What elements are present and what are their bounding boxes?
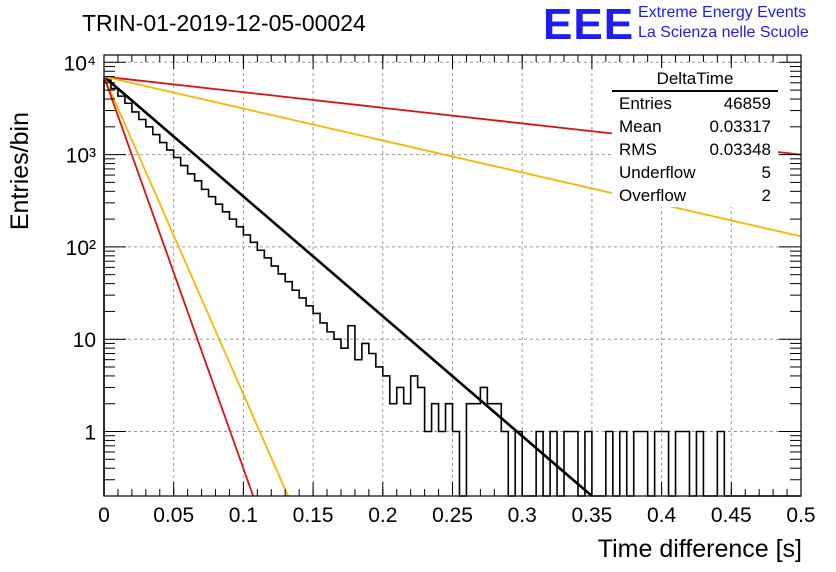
x-tick-label: 0.35: [571, 504, 612, 527]
y-tick-label: 10: [73, 329, 96, 352]
plot-frame: [103, 54, 802, 497]
stats-label: Underflow: [619, 163, 696, 182]
stats-value: 0.03317: [709, 117, 771, 136]
x-tick-label: 0.25: [432, 504, 473, 527]
logo-line-1: Extreme Energy Events: [638, 4, 807, 21]
y-tick-label: 10²: [66, 237, 96, 260]
stats-value: 0.03348: [709, 140, 771, 159]
stats-label: Overflow: [619, 186, 687, 205]
stats-row-overflow: Overflow 2: [612, 184, 778, 207]
stats-value: 5: [761, 163, 771, 182]
stats-row-rms: RMS 0.03348: [612, 138, 778, 161]
logo-line-2: La Scienza nelle Scuole: [638, 24, 809, 41]
x-tick-label: 0.5: [786, 504, 815, 527]
x-tick-label: 0.05: [153, 504, 194, 527]
stats-row-mean: Mean 0.03317: [612, 115, 778, 138]
y-tick-label: 1: [84, 421, 96, 444]
stats-value: 46859: [723, 94, 771, 113]
stats-title: DeltaTime: [612, 68, 778, 92]
y-tick-label: 10³: [66, 145, 96, 168]
fit-curve: [103, 75, 802, 238]
axes-layer: [103, 54, 802, 497]
tick-labels: 0 0.05 0.1 0.15 0.2 0.25 0.3 0.35 0.4 0.45 0.5 1 10 1…: [64, 52, 816, 527]
plot-title: TRIN-01-2019-12-05-00024: [82, 10, 366, 36]
eee-logo: EEE Extreme Energy Events La Scienza nel…: [543, 0, 833, 49]
x-tick-label: 0.45: [711, 504, 752, 527]
x-tick-label: 0.1: [229, 504, 258, 527]
stats-value: 2: [761, 186, 771, 205]
y-axis-label: Entries/bin: [6, 112, 34, 231]
x-tick-label: 0.15: [293, 504, 334, 527]
x-axis-label: Time difference [s]: [597, 535, 802, 563]
fit-curve: [103, 75, 593, 497]
fit-curve: [103, 76, 289, 497]
logo-mark: EEE: [543, 0, 635, 49]
x-tick-label: 0.3: [508, 504, 537, 527]
fit-curves-layer: [103, 75, 802, 497]
histogram-layer: [103, 79, 801, 497]
x-tick-label: 0.2: [368, 504, 397, 527]
stats-label: Entries: [619, 94, 672, 113]
stats-row-underflow: Underflow 5: [612, 161, 778, 184]
stats-label: Mean: [619, 117, 662, 136]
stats-label: RMS: [619, 140, 657, 159]
stats-box: DeltaTime Entries 46859 Mean 0.03317 RMS…: [612, 68, 778, 207]
y-tick-label: 10⁴: [64, 52, 96, 75]
histogram-outline: [103, 79, 801, 497]
fit-curve: [103, 76, 255, 497]
x-tick-label: 0.4: [647, 504, 677, 527]
stats-row-entries: Entries 46859: [612, 92, 778, 115]
x-tick-label: 0: [98, 504, 110, 527]
